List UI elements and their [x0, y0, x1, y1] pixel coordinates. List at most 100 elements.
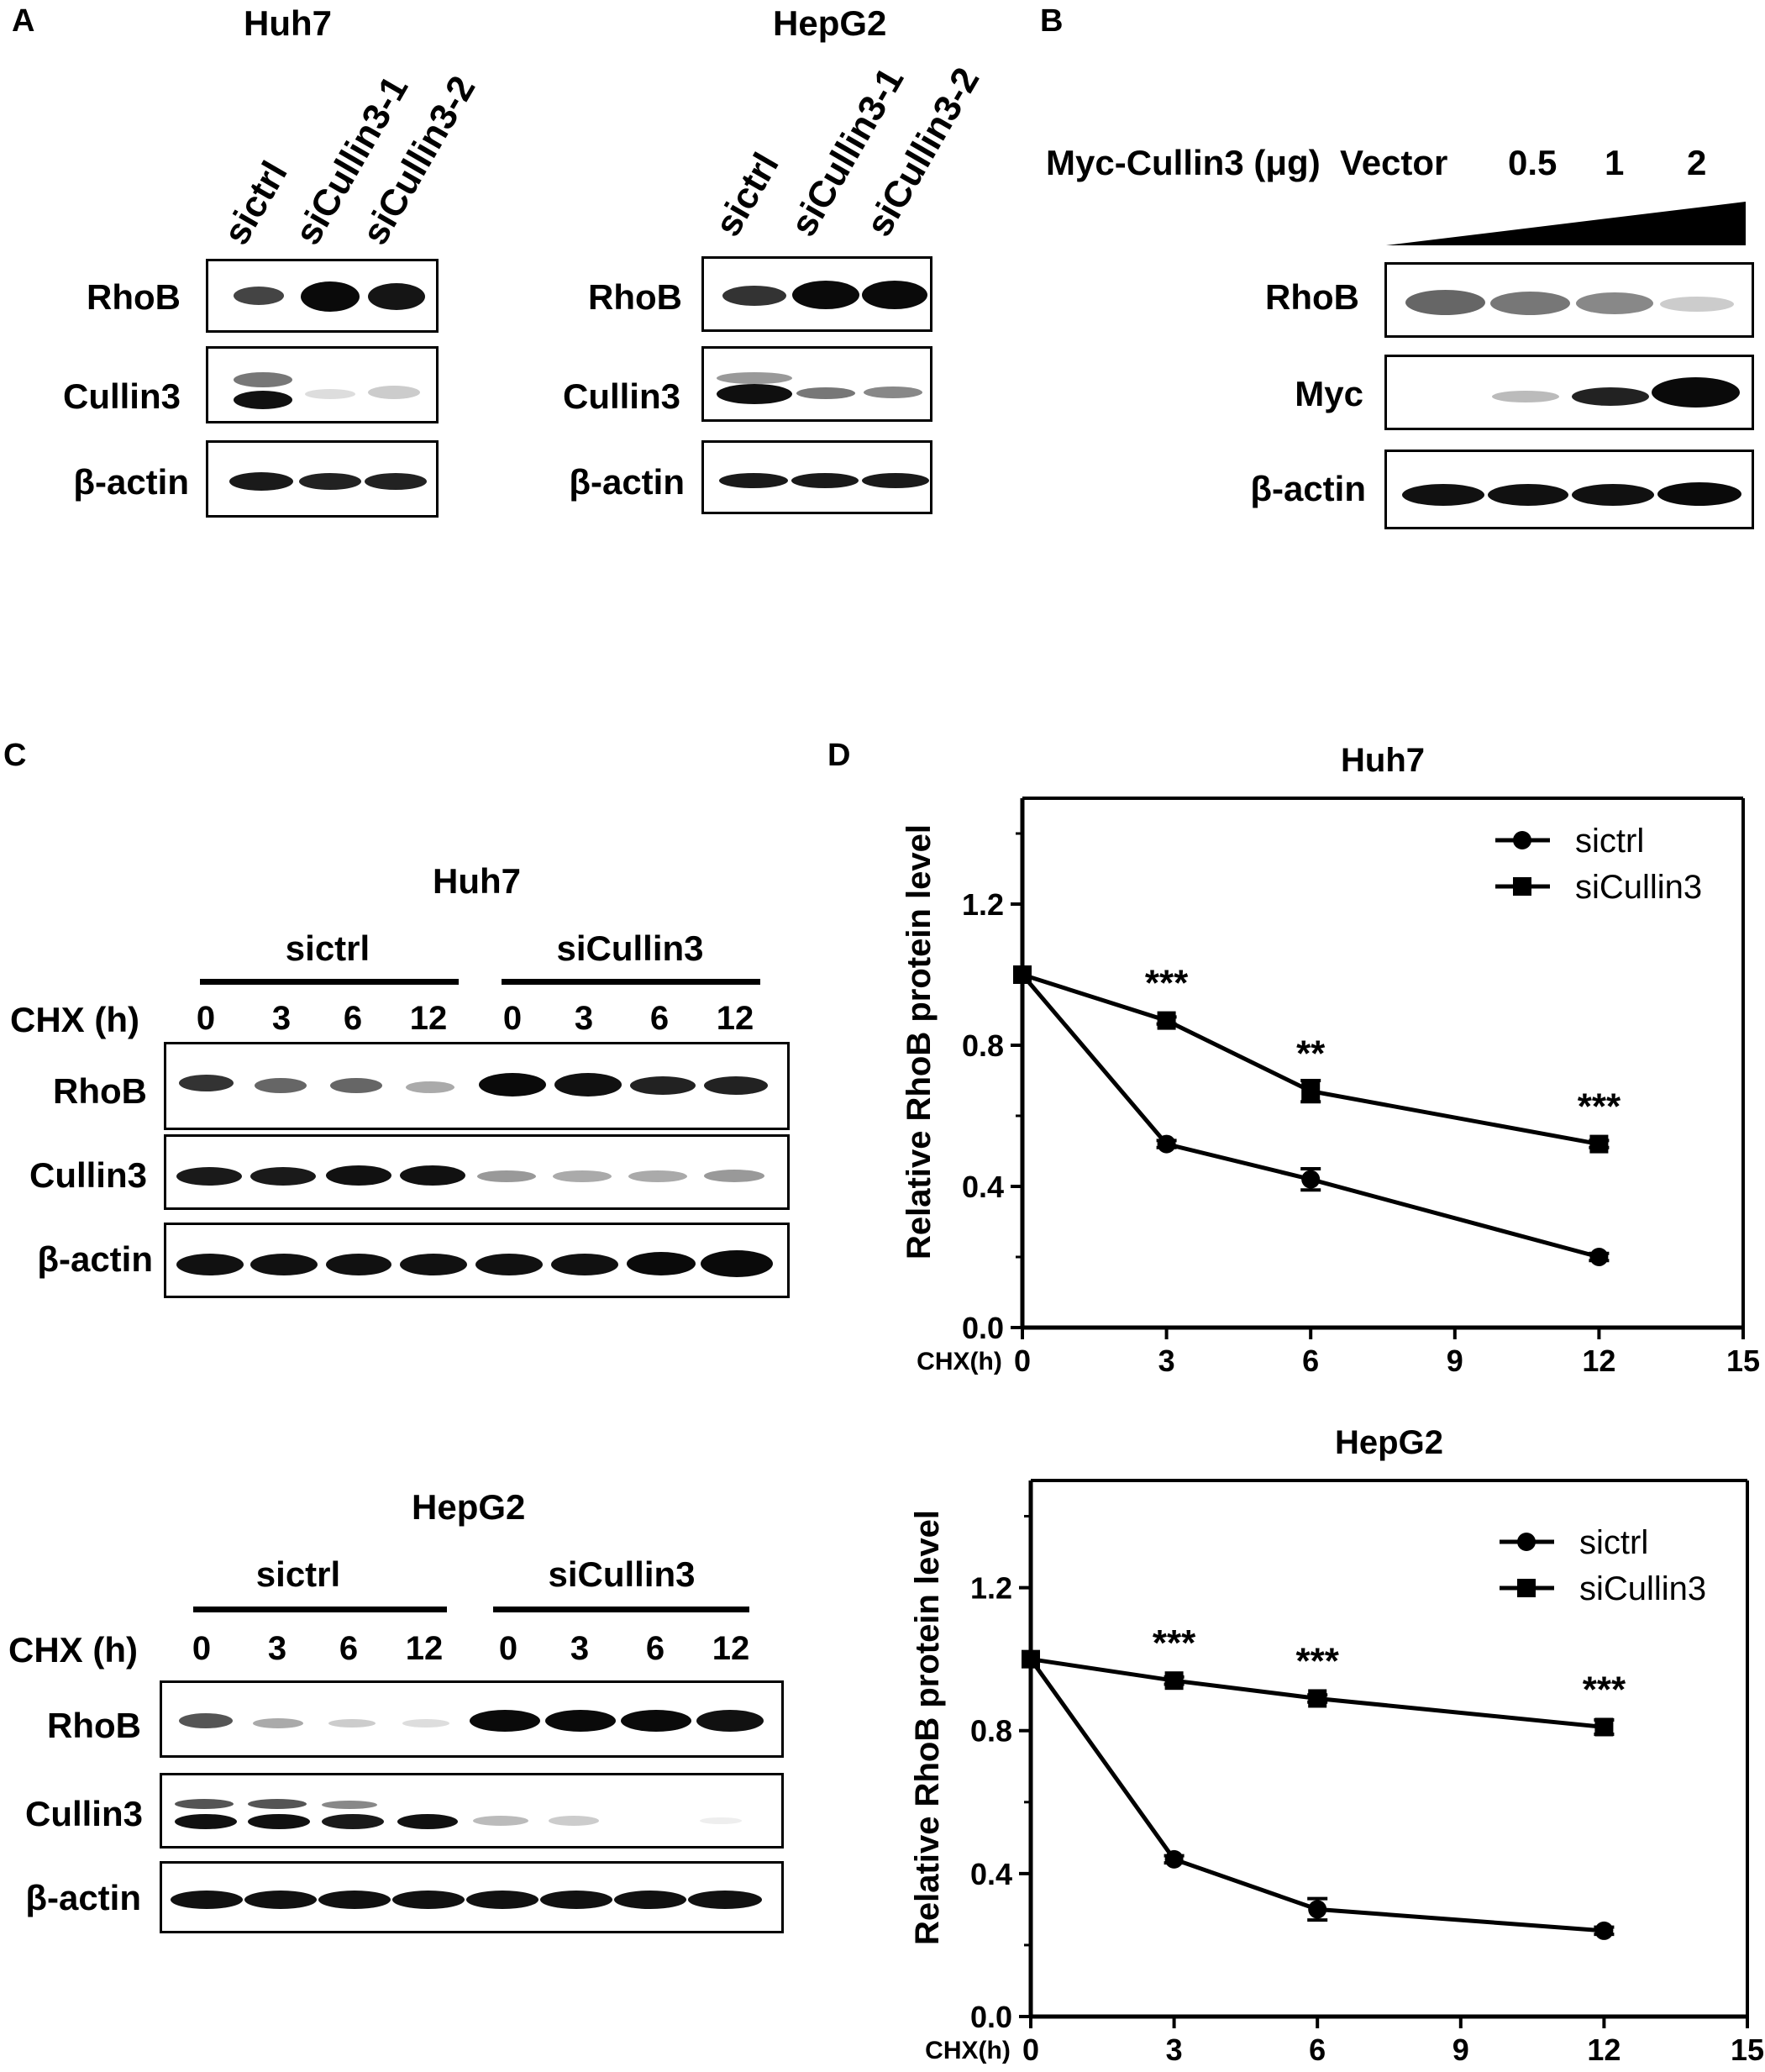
panel-b-row-myc: Myc: [1295, 374, 1363, 413]
data-point-sictrl: [1589, 1248, 1609, 1266]
chart-title: Huh7: [1341, 742, 1425, 779]
data-point-siCullin3: [1022, 1649, 1040, 1669]
panel-letter-c: C: [3, 738, 27, 773]
dose-wedge: [1386, 202, 1746, 245]
x-tick-label: 0: [1014, 1344, 1031, 1378]
panel-c-hepg2-time: 0: [192, 1630, 212, 1667]
series-line-sictrl: [1028, 1658, 1605, 1933]
x-tick-label: 9: [1452, 2033, 1469, 2067]
data-point-siCullin3: [1013, 965, 1032, 984]
panel-c-huh7-row-rhob: RhoB: [53, 1071, 147, 1111]
x-tick-label: 3: [1166, 2033, 1183, 2067]
data-point-sictrl: [1301, 1170, 1321, 1189]
panel-letter-b: B: [1040, 3, 1064, 39]
panel-a-hepg2-row-actin: β-actin: [569, 462, 685, 502]
significance-label: ***: [1153, 1622, 1196, 1664]
blot-a-hepg2-rhob: [701, 256, 932, 332]
panel-c-huh7-bar-sicullin3: [502, 979, 760, 985]
series-line-sictrl: [1021, 973, 1600, 1260]
panel-c-huh7-bar-sictrl: [200, 979, 459, 985]
x-axis-label: CHX(h): [925, 2037, 1011, 2064]
y-tick-label: 0.4: [970, 1857, 1012, 1891]
panel-c-hepg2-time: 12: [405, 1630, 444, 1667]
panel-b-lane-1: 1: [1605, 143, 1625, 182]
panel-c-hepg2-time: 3: [267, 1630, 287, 1667]
significance-label: ***: [1583, 1669, 1626, 1710]
panel-letter-d: D: [827, 738, 851, 773]
panel-c-huh7-time: 0: [502, 1000, 523, 1037]
panel-c-huh7-time: 6: [649, 1000, 670, 1037]
x-tick-label: 12: [1582, 1344, 1615, 1378]
chart-title: HepG2: [1335, 1424, 1443, 1461]
data-point-sictrl: [1164, 1849, 1184, 1869]
blot-a-hepg2-actin: [701, 440, 932, 514]
significance-label: ***: [1145, 963, 1189, 1004]
panel-c-hepg2-title: HepG2: [412, 1487, 526, 1527]
x-tick-label: 12: [1587, 2033, 1621, 2067]
legend-marker: [1513, 877, 1531, 896]
panel-c-hepg2-row-rhob: RhoB: [47, 1706, 141, 1745]
panel-c-hepg2-cond-sicullin3: siCullin3: [548, 1554, 696, 1594]
y-tick-label: 0.0: [970, 2000, 1012, 2034]
panel-c-hepg2-time: 0: [498, 1630, 518, 1667]
blot-a-huh7-cullin3: [206, 346, 439, 423]
panel-c-huh7-title: Huh7: [433, 861, 521, 901]
panel-c-huh7-row-cullin3: Cullin3: [29, 1155, 147, 1195]
legend-label: siCullin3: [1575, 869, 1702, 906]
panel-c-hepg2-time: 3: [570, 1630, 590, 1667]
blot-c-hepg2-actin: [160, 1861, 784, 1933]
panel-c-hepg2-time: 6: [339, 1630, 359, 1667]
panel-c-huh7-time: 0: [196, 1000, 216, 1037]
x-tick-label: 9: [1447, 1344, 1463, 1378]
panel-c-huh7-cond-sictrl: sictrl: [285, 928, 370, 968]
x-tick-label: 3: [1158, 1344, 1175, 1378]
panel-c-huh7-row-actin: β-actin: [37, 1239, 153, 1279]
panel-a-huh7-title: Huh7: [244, 3, 332, 43]
panel-a-hepg2-title: HepG2: [773, 3, 887, 43]
panel-c-hepg2-time: 12: [712, 1630, 750, 1667]
y-axis-label: Relative RhoB protein level: [901, 824, 938, 1260]
y-tick-label: 1.2: [970, 1571, 1012, 1606]
data-point-siCullin3: [1157, 1011, 1176, 1030]
x-axis-label: CHX(h): [917, 1348, 1002, 1375]
data-point-siCullin3: [1301, 1081, 1321, 1101]
y-tick-label: 1.2: [962, 887, 1004, 922]
blot-c-huh7-actin: [164, 1223, 790, 1298]
blot-c-huh7-cullin3: [164, 1134, 790, 1210]
panel-c-hepg2-bar-sictrl: [193, 1607, 447, 1612]
series-line-siCullin3: [1022, 972, 1600, 1147]
blot-b-rhob: [1384, 262, 1754, 338]
panel-c-huh7-time: 12: [409, 1000, 448, 1037]
data-point-siCullin3: [1589, 1134, 1609, 1154]
data-point-sictrl: [1308, 1900, 1327, 1919]
x-tick-label: 15: [1726, 1344, 1760, 1378]
legend-label: sictrl: [1579, 1524, 1648, 1561]
blot-a-hepg2-cullin3: [701, 346, 932, 422]
x-tick-label: 0: [1022, 2033, 1039, 2067]
blot-a-huh7-actin: [206, 440, 439, 518]
panel-b-lane-vector: Vector: [1340, 143, 1448, 182]
panel-c-huh7-time: 3: [574, 1000, 594, 1037]
panel-letter-a: A: [12, 3, 35, 39]
panel-c-hepg2-row-actin: β-actin: [25, 1878, 141, 1917]
blot-c-hepg2-rhob: [160, 1680, 784, 1758]
blot-b-actin: [1384, 450, 1754, 529]
data-point-siCullin3: [1594, 1717, 1614, 1737]
panel-b-lane-0-5: 0.5: [1508, 143, 1558, 182]
blot-c-huh7-rhob: [164, 1042, 790, 1130]
panel-c-hepg2-bar-sicullin3: [493, 1607, 749, 1612]
panel-c-hepg2-cond-sictrl: sictrl: [255, 1554, 341, 1594]
panel-c-huh7-time: 12: [716, 1000, 754, 1037]
x-tick-label: 15: [1731, 2033, 1764, 2067]
panel-b-header-label: Myc-Cullin3 (μg): [1046, 143, 1321, 182]
panel-c-hepg2-row-cullin3: Cullin3: [24, 1794, 143, 1833]
data-point-sictrl: [1157, 1134, 1176, 1154]
panel-c-huh7-cond-sicullin3: siCullin3: [556, 928, 704, 968]
panel-a-huh7-row-rhob: RhoB: [87, 277, 181, 317]
y-tick-label: 0.8: [970, 1714, 1012, 1749]
y-tick-label: 0.4: [962, 1170, 1004, 1204]
significance-label: ***: [1296, 1640, 1340, 1681]
panel-c-huh7-time-label: CHX (h): [10, 1000, 139, 1039]
blot-c-hepg2-cullin3: [160, 1773, 784, 1848]
